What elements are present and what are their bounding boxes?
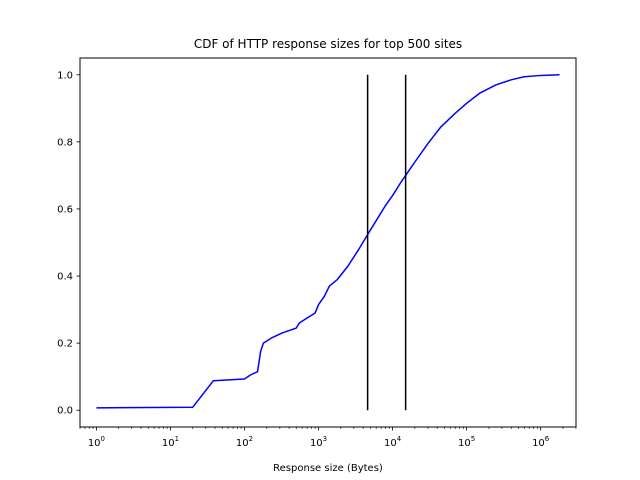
y-tick-label: 1.0 (57, 70, 73, 81)
y-tick-label: 0.6 (57, 204, 73, 215)
y-tick-label: 0.2 (57, 339, 73, 350)
x-tick-label: 105 (458, 435, 475, 449)
y-tick-label: 0.8 (57, 137, 73, 148)
x-tick-label: 102 (236, 435, 253, 449)
y-axis-ticks: 0.0 0.2 0.4 0.6 0.8 1.0 (57, 70, 80, 417)
y-tick-label: 0.0 (57, 406, 73, 417)
x-tick-label: 100 (88, 435, 105, 449)
x-tick-label: 101 (162, 435, 179, 449)
chart-title: CDF of HTTP response sizes for top 500 s… (194, 37, 462, 51)
x-tick-label: 106 (532, 435, 550, 449)
axes-frame (79, 57, 577, 428)
x-tick-label: 104 (384, 435, 402, 449)
y-tick-label: 0.4 (57, 272, 73, 283)
plot-area (96, 74, 560, 411)
x-axis-label: Response size (Bytes) (273, 463, 383, 474)
cdf-series-line (96, 74, 560, 409)
x-tick-label: 103 (310, 435, 327, 449)
